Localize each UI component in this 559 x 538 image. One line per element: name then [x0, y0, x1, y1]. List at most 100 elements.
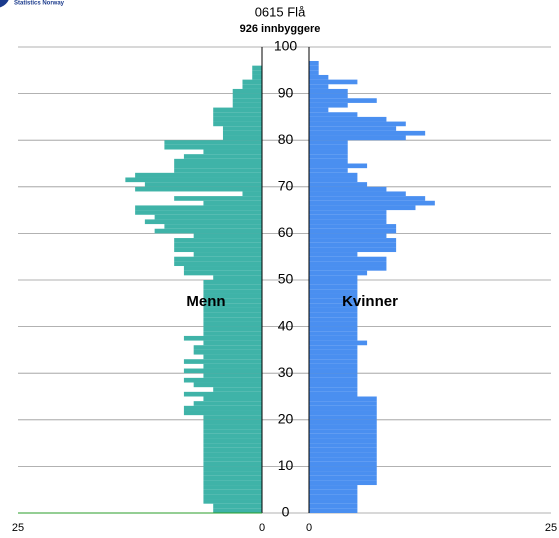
- bar: [203, 489, 262, 495]
- bar: [309, 293, 358, 299]
- bar: [213, 107, 262, 113]
- bar: [309, 280, 358, 285]
- bar: [174, 158, 262, 164]
- bar: [309, 266, 387, 271]
- bar: [309, 88, 348, 94]
- y-tick-label: 50: [278, 271, 294, 287]
- bar: [309, 79, 358, 85]
- bar: [309, 447, 377, 453]
- bar: [232, 93, 262, 99]
- bar: [154, 228, 262, 234]
- bar: [183, 266, 262, 271]
- bar: [309, 74, 329, 80]
- bar: [183, 391, 262, 397]
- bar: [183, 405, 262, 411]
- bar: [135, 210, 262, 215]
- bar: [309, 326, 358, 332]
- bar: [135, 172, 262, 178]
- bar: [309, 158, 348, 164]
- bar: [252, 74, 262, 80]
- bar: [213, 275, 262, 280]
- bar: [203, 326, 262, 332]
- bar: [309, 345, 358, 350]
- bar: [309, 242, 397, 248]
- bar: [193, 401, 262, 406]
- bar: [309, 419, 377, 425]
- bar: [203, 321, 262, 327]
- bar: [213, 116, 262, 122]
- bar: [183, 368, 262, 374]
- logo: [0, 0, 9, 8]
- bar: [309, 200, 435, 206]
- bar: [164, 224, 262, 229]
- series-label: Kvinner: [342, 293, 398, 310]
- bar: [309, 382, 358, 388]
- bar: [309, 410, 377, 416]
- bar: [309, 182, 368, 187]
- bar: [252, 70, 262, 75]
- bar: [203, 457, 262, 462]
- bar: [309, 168, 348, 173]
- bar: [309, 149, 348, 155]
- bar: [203, 480, 262, 486]
- bar: [222, 126, 262, 131]
- bar: [309, 508, 358, 513]
- bar: [174, 247, 262, 253]
- bar: [309, 396, 377, 402]
- bar: [309, 224, 397, 229]
- bar: [203, 438, 262, 444]
- bar: [309, 489, 358, 495]
- bar: [309, 140, 348, 145]
- bar: [203, 452, 262, 458]
- bar: [309, 102, 348, 108]
- bar: [309, 261, 387, 267]
- bar: [309, 452, 377, 458]
- bar: [203, 475, 262, 481]
- x-tick-label: 25: [12, 522, 24, 534]
- bar: [309, 307, 358, 313]
- bar: [309, 270, 368, 276]
- bar: [309, 499, 358, 504]
- bar: [164, 144, 262, 150]
- bar: [183, 410, 262, 416]
- bar: [183, 377, 262, 383]
- bar: [242, 191, 262, 197]
- bar: [309, 429, 377, 434]
- bar: [309, 391, 358, 397]
- bar: [203, 419, 262, 425]
- bar: [309, 228, 397, 234]
- bar: [183, 359, 262, 364]
- bar: [309, 247, 397, 253]
- bar: [193, 345, 262, 350]
- bar: [309, 70, 319, 75]
- bar: [203, 298, 262, 304]
- bar: [309, 368, 358, 374]
- bar: [309, 461, 377, 467]
- bar: [193, 382, 262, 388]
- logo-text: Statistics Norway: [14, 1, 65, 7]
- bar: [309, 121, 406, 127]
- bar: [203, 293, 262, 299]
- bar: [309, 65, 319, 71]
- bar: [135, 205, 262, 211]
- y-tick-label: 60: [278, 224, 294, 240]
- bar: [232, 102, 262, 108]
- bar: [309, 433, 377, 439]
- bar: [203, 200, 262, 206]
- bar: [309, 130, 426, 136]
- y-tick-label: 0: [282, 504, 290, 520]
- bar: [203, 461, 262, 467]
- bar: [203, 471, 262, 476]
- bar: [309, 214, 387, 220]
- bar: [309, 503, 358, 509]
- series-label: Menn: [186, 293, 225, 310]
- bar: [309, 172, 358, 178]
- bar: [144, 182, 262, 187]
- bar: [213, 508, 262, 513]
- bar: [203, 312, 262, 318]
- bar: [203, 443, 262, 448]
- bar: [174, 163, 262, 169]
- bar: [242, 79, 262, 85]
- bar: [309, 354, 358, 360]
- bar: [309, 401, 377, 406]
